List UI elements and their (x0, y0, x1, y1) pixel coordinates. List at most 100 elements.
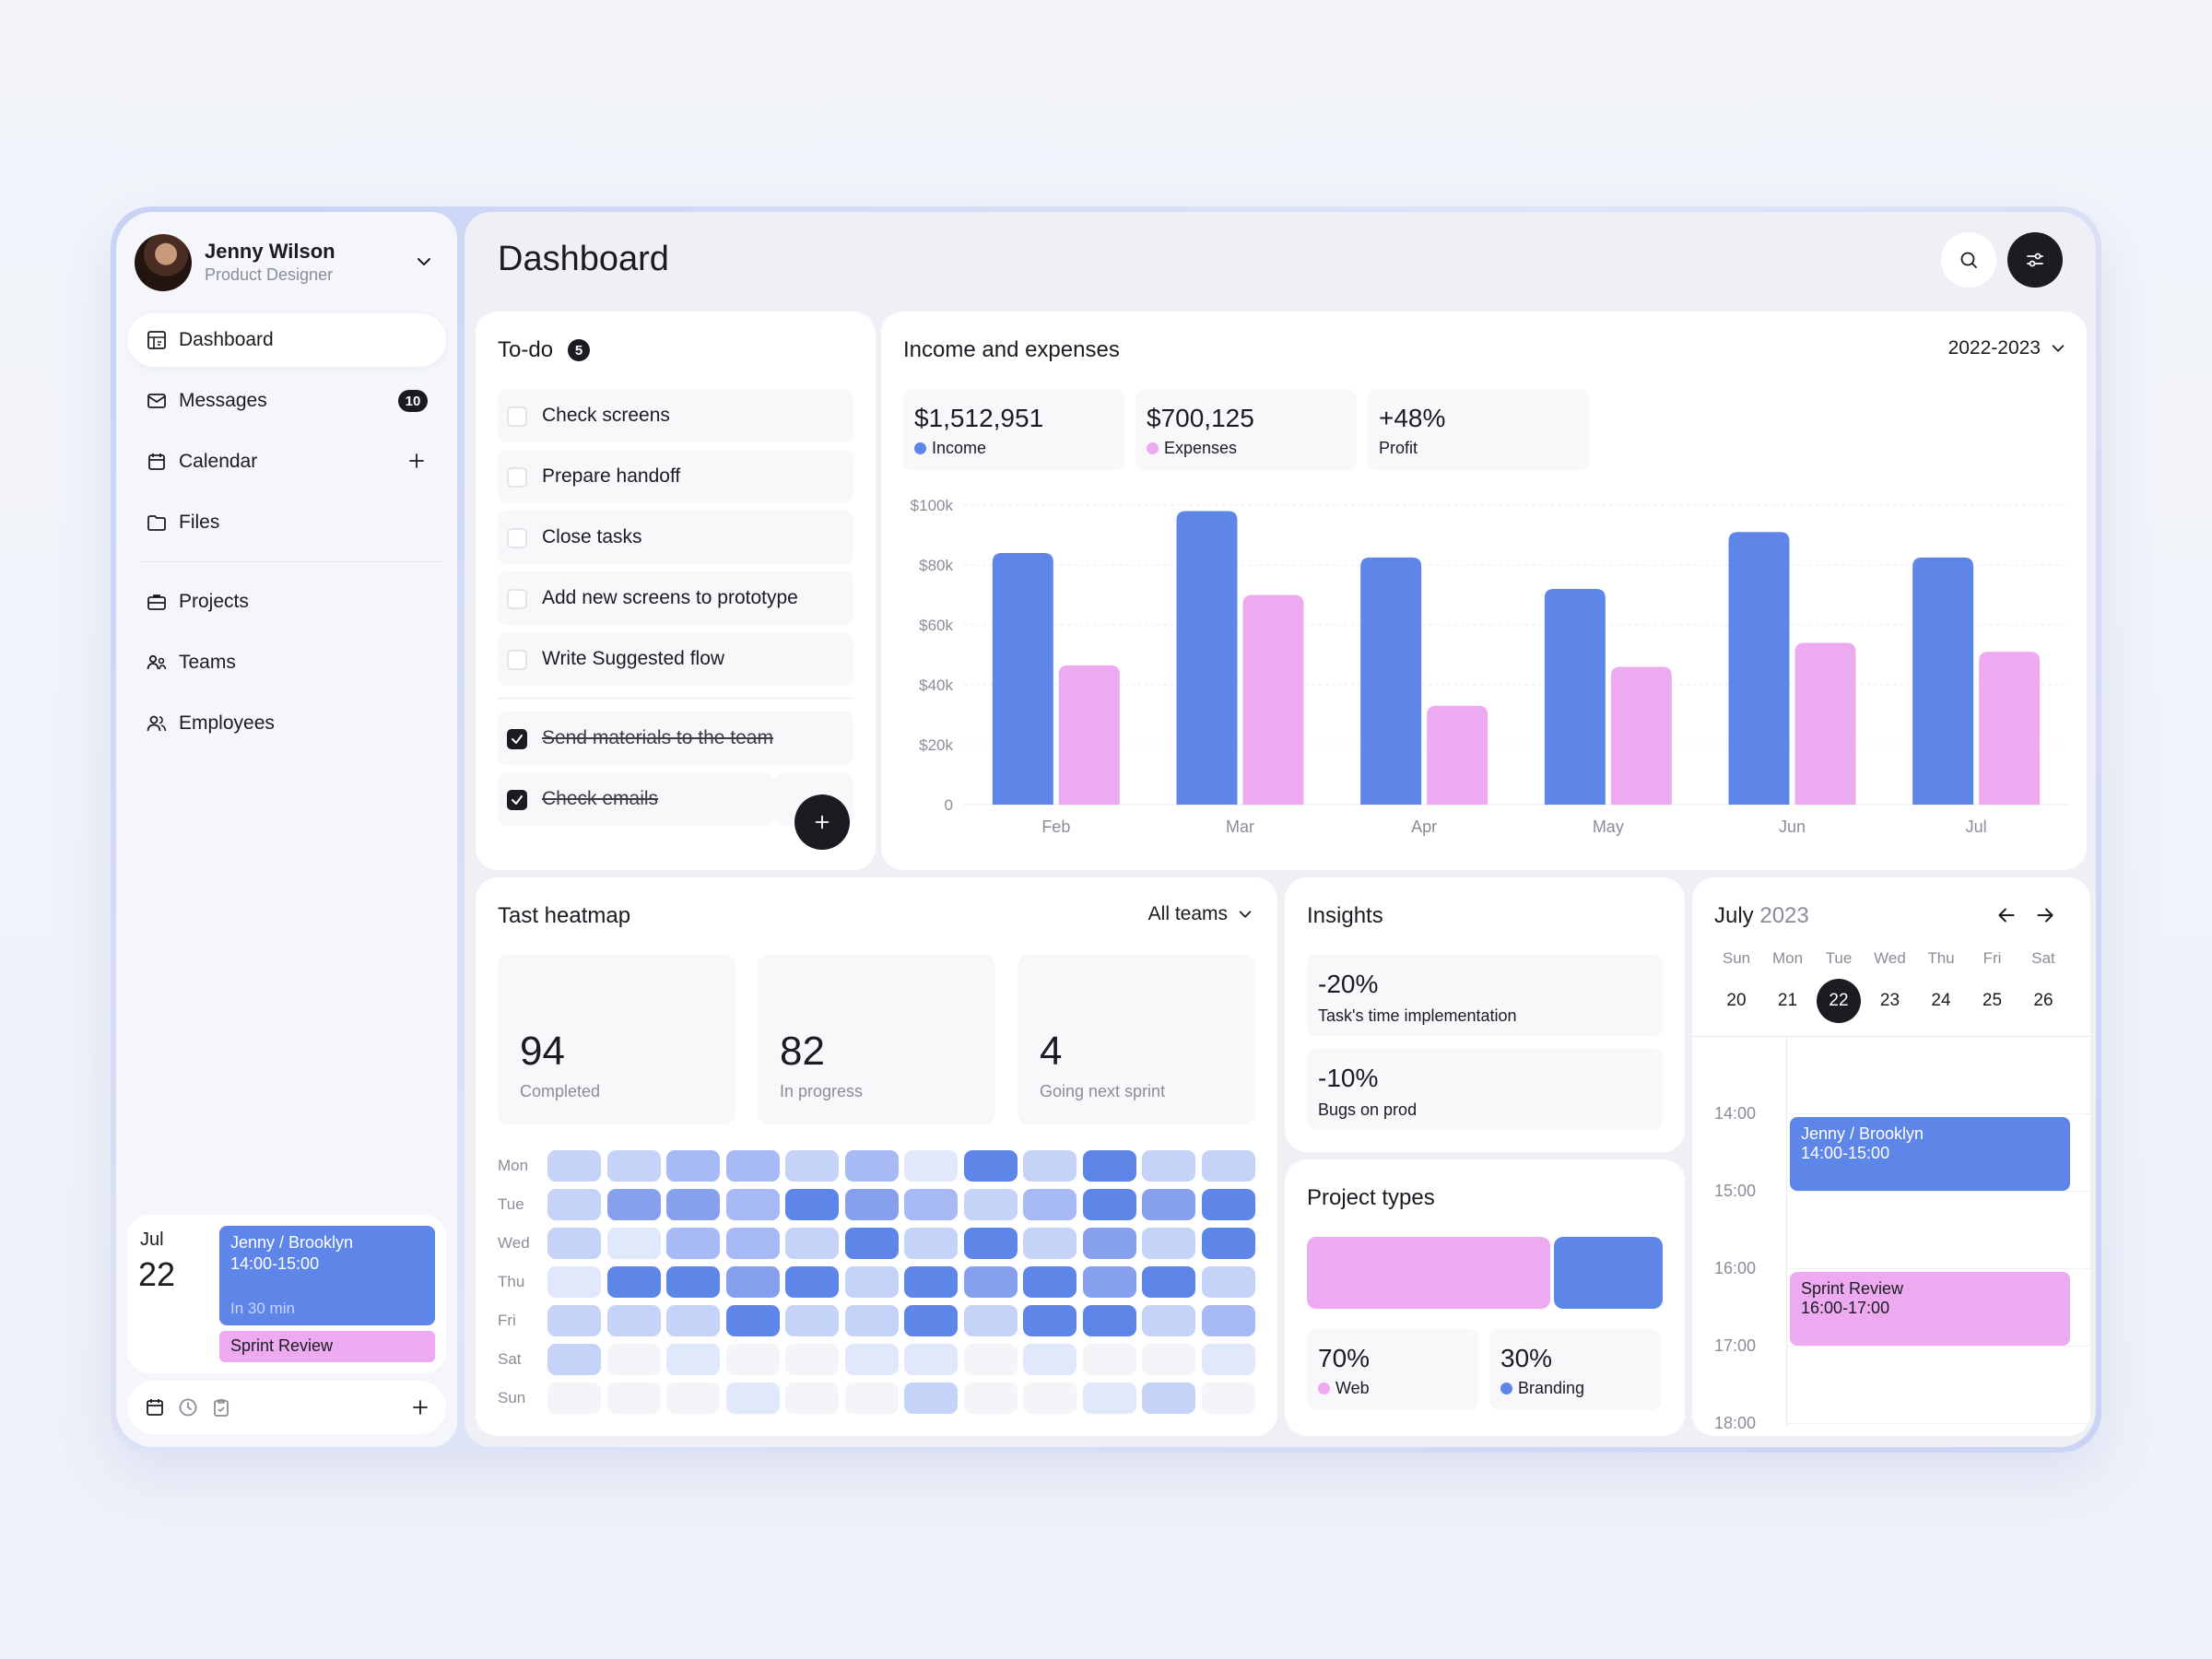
heatmap-cell[interactable] (1082, 1228, 1136, 1259)
heatmap-cell[interactable] (1023, 1150, 1077, 1182)
todo-item-done[interactable]: Check emails (498, 772, 774, 826)
heatmap-cell[interactable] (1201, 1189, 1255, 1220)
heatmap-cell[interactable] (1082, 1150, 1136, 1182)
filter-button[interactable] (2007, 232, 2063, 288)
heatmap-cell[interactable] (1201, 1228, 1255, 1259)
heatmap-cell[interactable] (963, 1266, 1018, 1298)
todo-item[interactable]: Write Suggested flow (498, 632, 853, 686)
heatmap-cell[interactable] (1023, 1344, 1077, 1375)
heatmap-cell[interactable] (606, 1150, 661, 1182)
user-profile[interactable]: Jenny Wilson Product Designer (135, 234, 442, 293)
heatmap-cell[interactable] (666, 1228, 720, 1259)
heatmap-cell[interactable] (1142, 1382, 1195, 1414)
heatmap-cell[interactable] (666, 1382, 720, 1414)
second-event[interactable]: Sprint Review (219, 1331, 435, 1362)
heatmap-cell[interactable] (1201, 1344, 1255, 1375)
calendar-date[interactable]: 22 (1817, 979, 1861, 1023)
team-filter-select[interactable]: All teams (1148, 903, 1253, 925)
heatmap-cell[interactable] (963, 1228, 1018, 1259)
heatmap-cell[interactable] (666, 1266, 720, 1298)
heatmap-cell[interactable] (904, 1344, 958, 1375)
heatmap-cell[interactable] (785, 1150, 839, 1182)
heatmap-cell[interactable] (725, 1382, 780, 1414)
clock-icon[interactable] (177, 1396, 199, 1418)
heatmap-cell[interactable] (844, 1228, 899, 1259)
heatmap-cell[interactable] (785, 1266, 839, 1298)
todo-item[interactable]: Check screens (498, 389, 853, 442)
heatmap-cell[interactable] (725, 1150, 780, 1182)
heatmap-cell[interactable] (725, 1305, 780, 1336)
heatmap-cell[interactable] (844, 1344, 899, 1375)
heatmap-cell[interactable] (725, 1189, 780, 1220)
heatmap-cell[interactable] (844, 1382, 899, 1414)
calendar-date[interactable]: 24 (1931, 991, 1951, 1010)
heatmap-cell[interactable] (547, 1266, 601, 1298)
heatmap-cell[interactable] (963, 1344, 1018, 1375)
add-calendar-icon[interactable] (406, 450, 428, 472)
heatmap-cell[interactable] (1023, 1266, 1077, 1298)
heatmap-cell[interactable] (547, 1382, 601, 1414)
calendar-event[interactable]: Jenny / Brooklyn 14:00-15:00 (1790, 1117, 2070, 1191)
heatmap-cell[interactable] (666, 1344, 720, 1375)
heatmap-cell[interactable] (606, 1228, 661, 1259)
heatmap-cell[interactable] (844, 1266, 899, 1298)
heatmap-cell[interactable] (904, 1382, 958, 1414)
heatmap-cell[interactable] (1142, 1228, 1195, 1259)
heatmap-cell[interactable] (963, 1305, 1018, 1336)
heatmap-cell[interactable] (1142, 1189, 1195, 1220)
heatmap-cell[interactable] (1082, 1305, 1136, 1336)
add-todo-button[interactable] (794, 794, 850, 850)
heatmap-cell[interactable] (963, 1189, 1018, 1220)
calendar-event[interactable]: Sprint Review 16:00-17:00 (1790, 1272, 2070, 1346)
search-button[interactable] (1941, 232, 1996, 288)
sidebar-item-teams[interactable]: Teams (127, 636, 446, 689)
heatmap-cell[interactable] (904, 1266, 958, 1298)
heatmap-cell[interactable] (606, 1305, 661, 1336)
chevron-down-icon[interactable] (415, 253, 433, 271)
heatmap-cell[interactable] (785, 1382, 839, 1414)
plus-icon[interactable] (409, 1396, 431, 1418)
calendar-date[interactable]: 20 (1726, 991, 1747, 1010)
checkbox[interactable] (507, 589, 527, 609)
heatmap-cell[interactable] (1023, 1382, 1077, 1414)
checkbox[interactable] (507, 650, 527, 670)
todo-item[interactable]: Prepare handoff (498, 450, 853, 503)
heatmap-cell[interactable] (1201, 1382, 1255, 1414)
heatmap-cell[interactable] (904, 1228, 958, 1259)
heatmap-cell[interactable] (785, 1228, 839, 1259)
heatmap-cell[interactable] (547, 1305, 601, 1336)
heatmap-cell[interactable] (666, 1150, 720, 1182)
heatmap-cell[interactable] (1201, 1150, 1255, 1182)
heatmap-cell[interactable] (963, 1382, 1018, 1414)
heatmap-cell[interactable] (785, 1344, 839, 1375)
heatmap-cell[interactable] (1201, 1305, 1255, 1336)
todo-item[interactable]: Close tasks (498, 511, 853, 564)
heatmap-cell[interactable] (1082, 1382, 1136, 1414)
period-select[interactable]: 2022-2023 (1948, 337, 2066, 359)
checkbox[interactable] (507, 528, 527, 548)
heatmap-cell[interactable] (1142, 1150, 1195, 1182)
heatmap-cell[interactable] (1142, 1305, 1195, 1336)
heatmap-cell[interactable] (547, 1344, 601, 1375)
checkbox[interactable] (507, 467, 527, 488)
sidebar-item-calendar[interactable]: Calendar (127, 435, 446, 488)
heatmap-cell[interactable] (606, 1266, 661, 1298)
heatmap-cell[interactable] (547, 1189, 601, 1220)
heatmap-cell[interactable] (1082, 1189, 1136, 1220)
clipboard-icon[interactable] (210, 1396, 232, 1418)
heatmap-cell[interactable] (963, 1150, 1018, 1182)
event-block[interactable]: Jenny / Brooklyn 14:00-15:00 In 30 min (219, 1226, 435, 1325)
heatmap-cell[interactable] (1082, 1344, 1136, 1375)
heatmap-cell[interactable] (606, 1382, 661, 1414)
heatmap-cell[interactable] (1142, 1266, 1195, 1298)
sidebar-item-employees[interactable]: Employees (127, 697, 446, 750)
calendar-icon[interactable] (144, 1396, 166, 1418)
calendar-date[interactable]: 25 (1982, 991, 2003, 1010)
heatmap-cell[interactable] (1023, 1189, 1077, 1220)
heatmap-cell[interactable] (725, 1344, 780, 1375)
heatmap-cell[interactable] (725, 1266, 780, 1298)
heatmap-cell[interactable] (1142, 1344, 1195, 1375)
heatmap-cell[interactable] (606, 1189, 661, 1220)
checkbox[interactable] (507, 406, 527, 427)
heatmap-cell[interactable] (904, 1189, 958, 1220)
